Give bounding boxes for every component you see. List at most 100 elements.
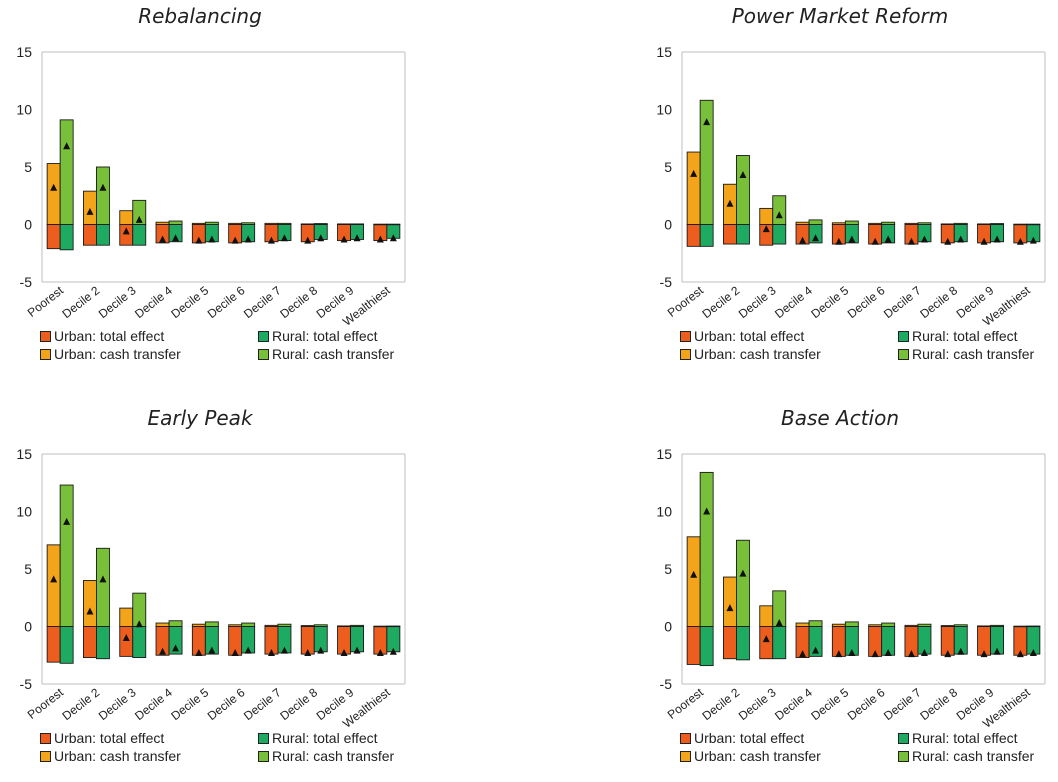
- y-tick-label: 15: [16, 44, 32, 60]
- y-tick-label: 0: [24, 619, 32, 635]
- bar-rural-cash-transfer: [772, 195, 787, 225]
- y-tick-label: -5: [20, 676, 33, 692]
- marker-urban-net: [980, 650, 988, 658]
- marker-rural-net: [1029, 648, 1037, 656]
- legend-item-rural-cash: Rural: cash transfer: [898, 748, 1034, 764]
- legend-label: Rural: cash transfer: [912, 346, 1035, 362]
- bar-urban-cash-transfer: [155, 622, 170, 627]
- bar-urban-total: [46, 224, 61, 250]
- legend-label: Urban: cash transfer: [54, 346, 181, 362]
- y-tick-label: 15: [656, 446, 672, 462]
- bar-rural-cash-transfer: [1026, 223, 1041, 226]
- y-tick-label: 15: [16, 446, 32, 462]
- marker-rural-net: [920, 648, 928, 656]
- legend-swatch: [258, 732, 269, 744]
- marker-urban-net: [1016, 650, 1024, 658]
- marker-urban-net: [340, 648, 348, 656]
- y-tick-label: 10: [16, 102, 32, 118]
- bar-rural-cash-transfer: [59, 484, 74, 627]
- marker-urban-net: [726, 604, 734, 612]
- bar-rural-cash-transfer: [168, 620, 183, 627]
- marker-rural-net: [957, 647, 965, 655]
- bar-rural-cash-transfer: [953, 624, 968, 627]
- x-tick-label: Decile 3: [736, 283, 779, 321]
- bar-urban-total: [722, 626, 737, 660]
- marker-rural-net: [775, 619, 783, 627]
- bar-urban-cash-transfer: [46, 544, 61, 627]
- x-tick-label: Decile 7: [241, 283, 284, 321]
- x-tick-label: Decile 6: [205, 283, 248, 321]
- marker-rural-net: [353, 646, 361, 654]
- marker-urban-net: [86, 207, 94, 215]
- marker-urban-net: [304, 648, 312, 656]
- legend-swatch: [898, 348, 909, 360]
- bar-urban-cash-transfer: [1013, 223, 1028, 226]
- x-tick-label: Decile 3: [736, 685, 779, 723]
- bar-rural-cash-transfer: [1026, 625, 1041, 628]
- bar-urban-cash-transfer: [82, 190, 97, 225]
- marker-urban-net: [944, 237, 952, 245]
- marker-urban-net: [799, 236, 807, 244]
- bar-rural-cash-transfer: [277, 623, 292, 627]
- marker-rural-net: [208, 646, 216, 654]
- marker-rural-net: [1029, 236, 1037, 244]
- x-tick-label: Decile 2: [700, 685, 743, 723]
- legend-swatch: [680, 348, 691, 360]
- bar-urban-total: [722, 224, 737, 245]
- marker-urban-net: [231, 236, 239, 244]
- bar-urban-cash-transfer: [155, 221, 170, 225]
- marker-rural-net: [353, 234, 361, 242]
- x-tick-label: Decile 2: [60, 685, 103, 723]
- bar-urban-cash-transfer: [904, 624, 919, 627]
- bar-rural-cash-transfer: [386, 625, 401, 628]
- marker-rural-net: [920, 235, 928, 243]
- y-tick-label: -5: [660, 274, 673, 290]
- marker-rural-net: [172, 644, 180, 652]
- y-tick-label: 5: [664, 561, 672, 577]
- marker-rural-net: [172, 234, 180, 242]
- bar-rural-total: [95, 224, 110, 246]
- legend-item-urban-cash: Urban: cash transfer: [680, 346, 821, 362]
- bar-rural-total: [735, 224, 750, 245]
- bar-urban-cash-transfer: [868, 222, 883, 225]
- bar-rural-cash-transfer: [735, 155, 750, 225]
- bar-rural-cash-transfer: [168, 220, 183, 225]
- marker-rural-net: [63, 142, 71, 150]
- marker-rural-net: [208, 235, 216, 243]
- bar-rural-total: [59, 626, 74, 664]
- bar-rural-total: [772, 626, 787, 660]
- marker-urban-net: [726, 199, 734, 207]
- x-tick-label: Decile 4: [132, 685, 175, 723]
- legend-label: Rural: total effect: [272, 328, 378, 344]
- legend-item-urban-cash: Urban: cash transfer: [40, 346, 181, 362]
- y-tick-label: -5: [660, 676, 673, 692]
- bar-rural-cash-transfer: [844, 621, 859, 627]
- legend-swatch: [680, 750, 691, 762]
- bar-urban-cash-transfer: [264, 222, 279, 225]
- legend-label: Urban: cash transfer: [54, 748, 181, 764]
- legend-item-rural-total: Rural: total effect: [258, 730, 378, 746]
- legend-item-urban-total: Urban: total effect: [680, 328, 804, 344]
- legend-label: Rural: total effect: [272, 730, 378, 746]
- marker-urban-net: [907, 237, 915, 245]
- legend-item-urban-total: Urban: total effect: [40, 328, 164, 344]
- bar-rural-cash-transfer: [204, 221, 219, 225]
- x-tick-label: Decile 3: [96, 685, 139, 723]
- y-tick-label: 5: [664, 159, 672, 175]
- legend-item-rural-total: Rural: total effect: [258, 328, 378, 344]
- x-tick-label: Decile 5: [808, 685, 851, 723]
- legend-label: Rural: cash transfer: [272, 748, 395, 764]
- bar-rural-cash-transfer: [204, 621, 219, 627]
- marker-urban-net: [762, 225, 770, 233]
- marker-urban-net: [267, 648, 275, 656]
- bar-rural-total: [699, 626, 714, 667]
- marker-urban-net: [195, 648, 203, 656]
- marker-urban-net: [50, 575, 58, 583]
- legend-swatch: [898, 750, 909, 762]
- bar-rural-cash-transfer: [95, 547, 110, 627]
- x-tick-label: Decile 5: [808, 283, 851, 321]
- legend-label: Urban: total effect: [54, 730, 165, 746]
- y-tick-label: 10: [656, 504, 672, 520]
